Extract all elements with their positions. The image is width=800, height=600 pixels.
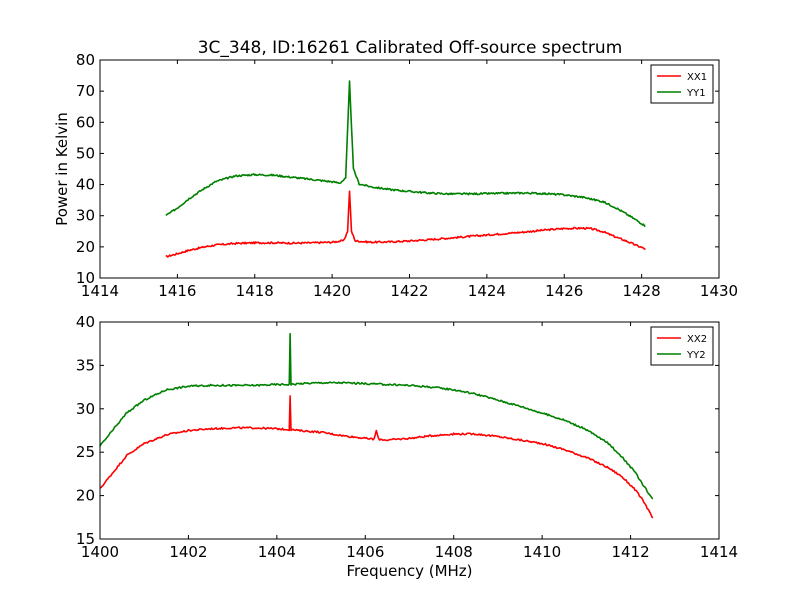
legend-box [650, 64, 714, 104]
x-axis-label: Frequency (MHz) [346, 562, 472, 580]
series-line-yy2 [99, 332, 654, 500]
legend-label-yy1: YY1 [686, 88, 706, 99]
x-tick-label: 1410 [523, 543, 561, 561]
x-tick-label: 1426 [545, 282, 583, 300]
x-tick-label: 1414 [700, 543, 738, 561]
legend-label-yy2: YY2 [686, 350, 706, 361]
x-tick-label: 1408 [435, 543, 473, 561]
x-tick-label: 1400 [81, 543, 119, 561]
subplot-2: 1400 1402 1404 1406 1408 1410 1412 1414 15 20 25 30… [76, 313, 738, 580]
y-tick-label: 40 [76, 176, 95, 194]
chart-title: 3C_348, ID:16261 Calibrated Off-source s… [198, 38, 623, 58]
axes-frame [99, 321, 720, 540]
x-tick-label: 1428 [623, 282, 661, 300]
x-tick-label: 1414 [81, 282, 119, 300]
y-tick-label: 10 [76, 269, 95, 287]
y-tick-label: 80 [76, 51, 95, 69]
x-tick-label: 1418 [236, 282, 274, 300]
y-tick-label: 20 [76, 238, 95, 256]
y-tick-label: 15 [76, 530, 95, 548]
y-axis-label: Power in Kelvin [53, 112, 71, 226]
y-tick-label: 40 [76, 313, 95, 331]
series-line-xx2 [99, 395, 654, 519]
x-tick-label: 1430 [700, 282, 738, 300]
legend-label-xx1: XX1 [687, 72, 707, 83]
x-tick-label: 1406 [346, 543, 384, 561]
x-tick-label: 1422 [390, 282, 428, 300]
y-tick-label: 35 [76, 356, 95, 374]
y-tick-label: 50 [76, 144, 95, 162]
subplot-1: 1414 1416 1418 1420 1422 1424 1426 1428 1430 10 20… [53, 51, 738, 300]
x-tick-label: 1412 [611, 543, 649, 561]
y-tick-label: 60 [76, 113, 95, 131]
y-tick-label: 30 [76, 400, 95, 418]
y-tick-label: 70 [76, 82, 95, 100]
legend-box [650, 326, 714, 366]
x-tick-label: 1404 [258, 543, 296, 561]
x-tick-label: 1420 [313, 282, 351, 300]
series-line-xx1 [165, 190, 646, 258]
y-tick-label: 30 [76, 207, 95, 225]
plot-area: 1414 1416 1418 1420 1422 1424 1426 1428 1430 10 20… [53, 51, 738, 580]
series-line-yy1 [165, 80, 646, 227]
legend-label-xx2: XX2 [687, 334, 707, 345]
y-tick-label: 20 [76, 487, 95, 505]
x-tick-label: 1416 [158, 282, 196, 300]
x-tick-label: 1424 [468, 282, 506, 300]
x-tick-label: 1402 [169, 543, 207, 561]
y-tick-label: 25 [76, 443, 95, 461]
